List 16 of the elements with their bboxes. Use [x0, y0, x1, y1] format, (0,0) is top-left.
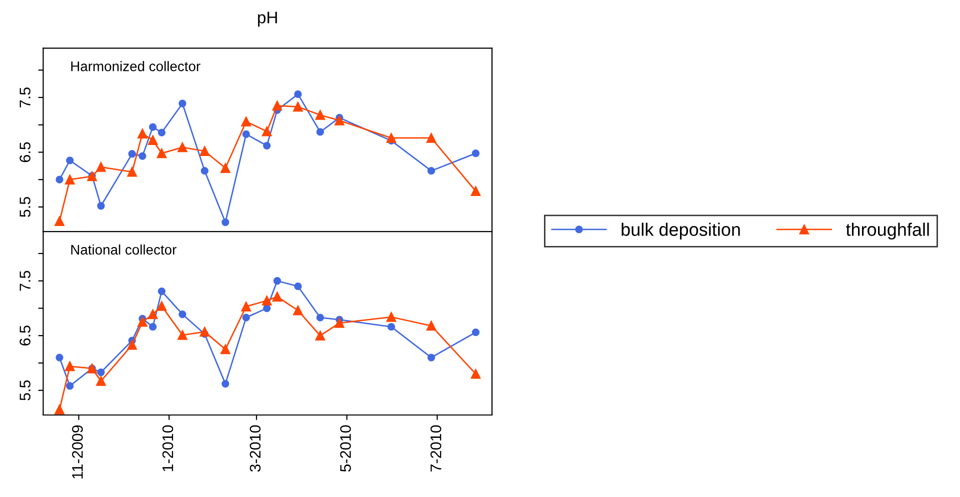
x-tick-label: 3-2010 [250, 425, 261, 472]
chart-title: pH [258, 12, 277, 27]
y-tick-label: 6.5 [20, 326, 30, 346]
annotation: National collector [71, 244, 176, 255]
y-tick-label: 5.5 [20, 380, 30, 400]
legend-label: throughfall [846, 222, 929, 240]
y-tick-label: 7.5 [20, 270, 30, 291]
x-tick-label: 11-2009 [72, 425, 83, 478]
x-tick-label: 5-2010 [340, 425, 351, 472]
x-tick-label: 1-2010 [162, 425, 174, 472]
y-tick-label: 5.5 [20, 196, 30, 217]
y-tick-label: 7.5 [20, 88, 30, 108]
y-tick-label: 6.5 [20, 142, 30, 162]
annotation: Harmonized collector [71, 61, 200, 72]
x-tick-label: 7-2010 [430, 425, 442, 472]
legend-label: bulk deposition [622, 222, 740, 240]
